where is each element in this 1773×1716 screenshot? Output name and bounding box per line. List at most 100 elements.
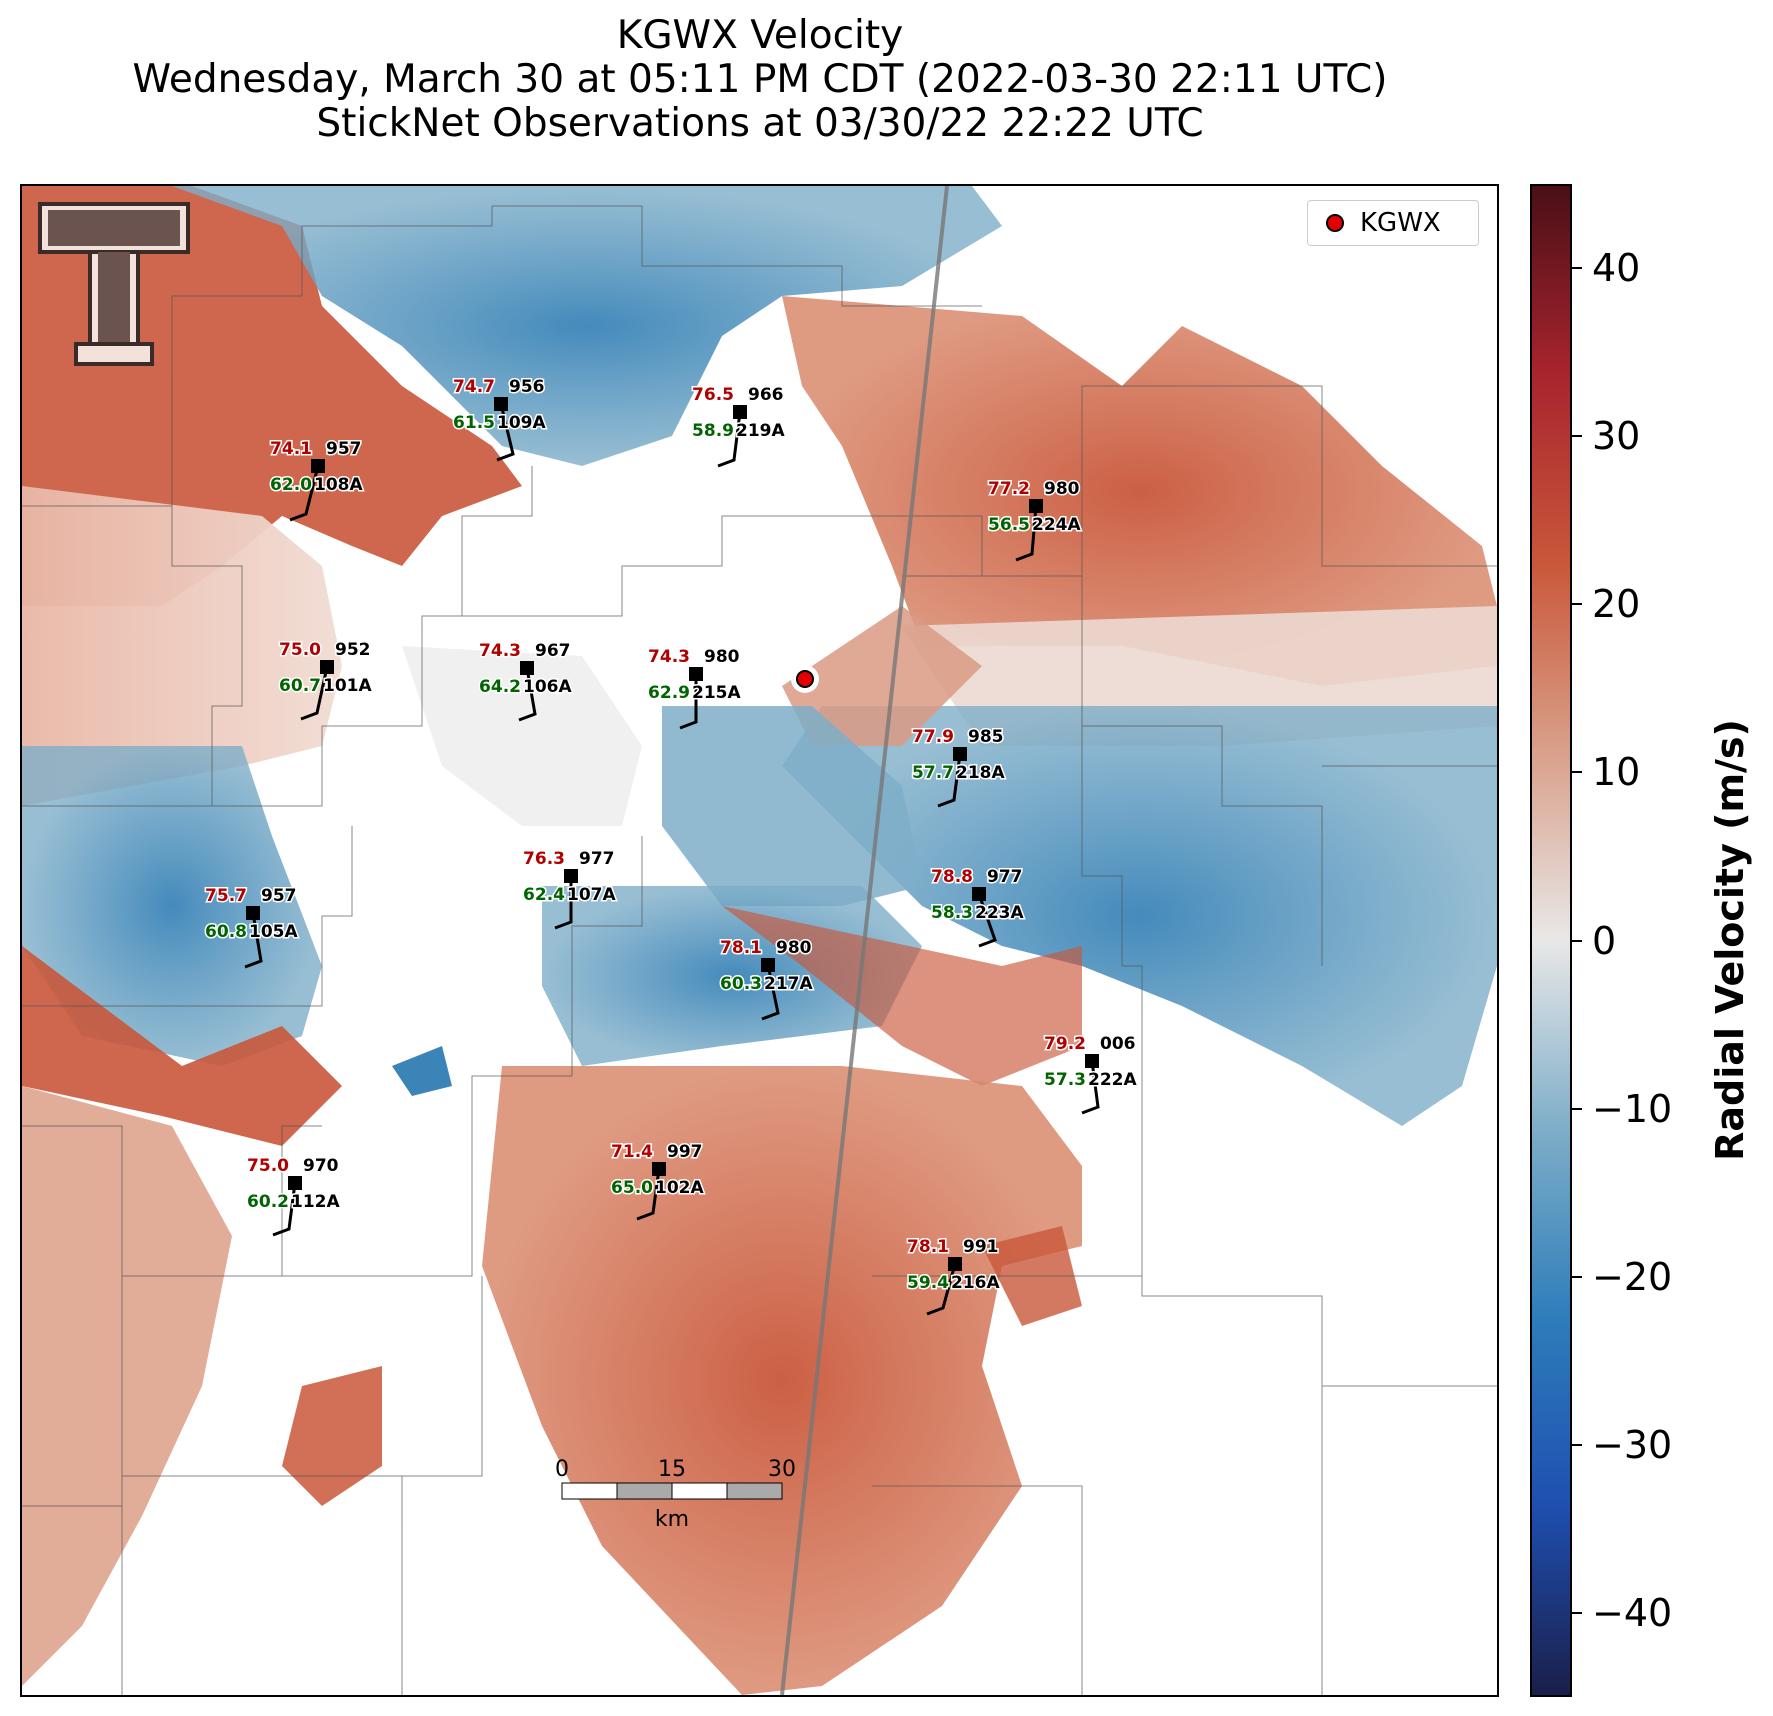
- colorbar-tick-mark: [1572, 1443, 1582, 1446]
- stations-layer: 74.1 62.0 957 108A 74.7 61.5 956 109A 76.5 58.9 96…: [204, 376, 1139, 1316]
- station-marker: [520, 661, 534, 675]
- station-id: 108A: [314, 475, 363, 495]
- station-temperature: 75.0: [247, 1156, 289, 1176]
- station-218A[interactable]: 77.9 57.7 985 218A: [911, 726, 1007, 808]
- title-line-2: Wednesday, March 30 at 05:11 PM CDT (202…: [132, 57, 1388, 102]
- station-216A[interactable]: 78.1 59.4 991 216A: [906, 1236, 1002, 1316]
- station-dewpoint: 62.4: [523, 885, 565, 905]
- station-id: 106A: [523, 677, 572, 697]
- station-temperature: 76.5: [692, 385, 734, 405]
- colorbar-tick-mark: [1572, 603, 1582, 606]
- station-pressure: 957: [261, 886, 297, 906]
- station-pressure: 980: [704, 647, 740, 667]
- station-pressure: 966: [748, 385, 784, 405]
- station-id: 219A: [736, 421, 785, 441]
- wind-barb: [636, 1168, 661, 1221]
- colorbar-tick-label: −10: [1592, 1086, 1673, 1131]
- station-id: 223A: [975, 903, 1024, 923]
- station-215A[interactable]: 74.3 62.9 980 215A: [647, 646, 743, 730]
- station-112A[interactable]: 75.0 60.2 970 112A: [246, 1155, 342, 1237]
- station-pressure: 980: [776, 938, 812, 958]
- station-dewpoint: 65.0: [611, 1178, 653, 1198]
- station-id: 222A: [1088, 1070, 1137, 1090]
- station-temperature: 78.1: [907, 1237, 949, 1257]
- wind-barb: [717, 411, 742, 468]
- station-217A[interactable]: 78.1 60.3 980 217A: [719, 937, 815, 1021]
- scale-tick-0: 0: [555, 1457, 569, 1482]
- wind-barb: [937, 753, 962, 808]
- station-temperature: 75.7: [205, 886, 247, 906]
- station-temperature: 74.1: [270, 439, 312, 459]
- station-dewpoint: 57.3: [1044, 1070, 1086, 1090]
- station-pressure: 956: [509, 377, 545, 397]
- wind-barb: [289, 465, 320, 522]
- station-pressure: 985: [968, 727, 1004, 747]
- station-dewpoint: 64.2: [479, 677, 521, 697]
- scale-tick-30: 30: [768, 1457, 796, 1482]
- velocity-field: [22, 186, 1497, 1695]
- station-marker: [564, 869, 578, 883]
- county-borders: [22, 205, 1497, 1695]
- station-temperature: 79.2: [1044, 1034, 1086, 1054]
- station-106A[interactable]: 74.3 64.2 967 106A: [478, 640, 574, 722]
- station-temperature: 75.0: [279, 640, 321, 660]
- station-108A[interactable]: 74.1 62.0 957 108A: [269, 438, 365, 522]
- station-id: 218A: [956, 763, 1005, 783]
- station-marker: [652, 1162, 666, 1176]
- station-pressure: 970: [303, 1156, 339, 1176]
- texas-tech-logo: [38, 202, 190, 366]
- colorbar-tick-mark: [1572, 267, 1582, 270]
- station-id: 109A: [497, 413, 546, 433]
- station-id: 102A: [655, 1178, 704, 1198]
- station-224A[interactable]: 77.2 56.5 980 224A: [987, 478, 1083, 562]
- colorbar-tick-mark: [1572, 1611, 1582, 1614]
- colorbar: [1530, 184, 1572, 1697]
- colorbar-tick-mark: [1572, 1107, 1582, 1110]
- station-marker: [494, 397, 508, 411]
- station-107A[interactable]: 76.3 62.4 977 107A: [522, 848, 618, 930]
- station-marker: [311, 459, 325, 473]
- station-pressure: 957: [326, 439, 362, 459]
- station-temperature: 74.3: [648, 647, 690, 667]
- station-pressure: 006: [1100, 1034, 1136, 1054]
- station-109A[interactable]: 74.7 61.5 956 109A: [452, 376, 548, 462]
- wind-barb: [496, 403, 515, 462]
- station-dewpoint: 56.5: [988, 515, 1030, 535]
- wind-barb: [272, 1182, 297, 1237]
- station-219A[interactable]: 76.5 58.9 966 219A: [691, 384, 787, 468]
- colorbar-tick-label: 20: [1592, 582, 1641, 627]
- colorbar-tick-label: 30: [1592, 414, 1641, 459]
- colorbar-tick-label: 10: [1592, 750, 1641, 795]
- station-101A[interactable]: 75.0 60.7 952 101A: [278, 639, 374, 721]
- radar-site-marker[interactable]: [796, 670, 814, 688]
- station-marker: [1085, 1054, 1099, 1068]
- station-pressure: 952: [335, 640, 371, 660]
- station-222A[interactable]: 79.2 57.3 006 222A: [1043, 1033, 1139, 1115]
- radar-map[interactable]: 74.1 62.0 957 108A 74.7 61.5 956 109A 76.5 58.9 96…: [20, 184, 1499, 1697]
- colorbar-tick-mark: [1572, 771, 1582, 774]
- station-id: 107A: [567, 885, 616, 905]
- station-dewpoint: 59.4: [907, 1273, 949, 1293]
- station-105A[interactable]: 75.7 60.8 957 105A: [204, 885, 300, 969]
- station-dewpoint: 62.0: [270, 475, 312, 495]
- colorbar-tick-mark: [1572, 939, 1582, 942]
- colorbar-tick-label: −30: [1592, 1422, 1673, 1467]
- radar-legend-label: KGWX: [1360, 208, 1441, 238]
- station-102A[interactable]: 71.4 65.0 997 102A: [610, 1141, 706, 1221]
- station-marker: [1029, 499, 1043, 513]
- station-pressure: 980: [1044, 479, 1080, 499]
- station-marker: [972, 887, 986, 901]
- wind-barb: [518, 667, 537, 722]
- station-marker: [320, 660, 334, 674]
- scale-unit: km: [655, 1507, 689, 1532]
- station-id: 217A: [764, 974, 813, 994]
- station-dewpoint: 60.7: [279, 676, 321, 696]
- station-temperature: 71.4: [611, 1142, 653, 1162]
- station-id: 101A: [323, 676, 372, 696]
- station-223A[interactable]: 78.8 58.3 977 223A: [930, 866, 1026, 948]
- station-pressure: 977: [987, 867, 1023, 887]
- station-temperature: 74.3: [479, 641, 521, 661]
- station-dewpoint: 57.7: [912, 763, 954, 783]
- colorbar-tick-mark: [1572, 435, 1582, 438]
- interstate-line: [780, 186, 949, 1695]
